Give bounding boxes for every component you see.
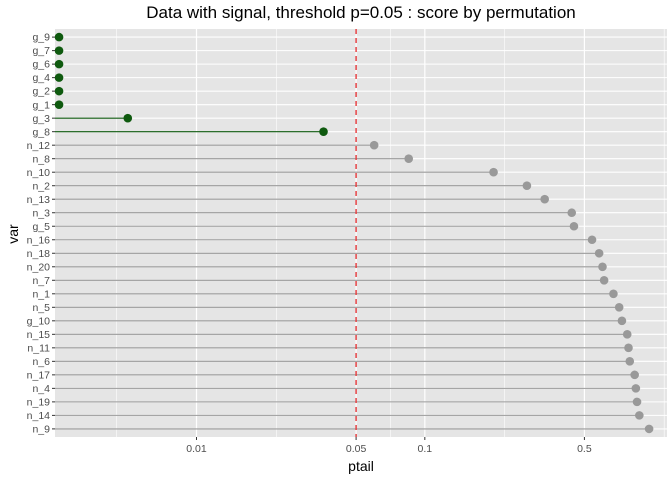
point-g_3 <box>123 113 133 123</box>
y-tick-label-g_5: g_5 <box>32 221 50 233</box>
x-tick-label: 0.01 <box>186 443 207 455</box>
point-n_14 <box>635 411 644 420</box>
point-g_10 <box>617 316 627 326</box>
y-tick-label-n_15: n_15 <box>27 329 51 341</box>
y-tick-label-n_11: n_11 <box>27 342 50 354</box>
plot-panel <box>55 29 667 437</box>
point-n_10 <box>489 167 498 177</box>
x-tick-label: 0.05 <box>346 443 367 455</box>
y-tick-label-g_1: g_1 <box>32 99 50 111</box>
point-n_9 <box>644 424 654 434</box>
y-tick-label-n_6: n_6 <box>32 356 50 368</box>
y-tick-label-g_6: g_6 <box>32 59 50 71</box>
x-tick-label: 0.5 <box>577 443 592 455</box>
y-tick-label-n_9: n_9 <box>32 423 50 435</box>
y-tick-label-n_1: n_1 <box>32 288 50 300</box>
point-g_5 <box>569 221 579 231</box>
point-n_18 <box>594 248 604 258</box>
y-tick-label-n_7: n_7 <box>32 275 50 287</box>
point-n_11 <box>624 343 633 353</box>
y-tick-label-g_2: g_2 <box>32 86 50 98</box>
point-n_15 <box>622 330 632 339</box>
y-tick-label-n_5: n_5 <box>32 302 50 314</box>
point-n_6 <box>625 357 635 366</box>
y-tick-label-g_9: g_9 <box>32 32 50 44</box>
point-n_8 <box>404 154 414 163</box>
point-n_7 <box>599 275 609 285</box>
chart-title: Data with signal, threshold p=0.05 : sco… <box>146 3 576 22</box>
y-tick-label-n_19: n_19 <box>27 396 51 408</box>
y-tick-label-n_14: n_14 <box>27 410 51 422</box>
y-tick-label-g_8: g_8 <box>32 126 50 138</box>
y-tick-label-n_16: n_16 <box>27 234 51 246</box>
point-n_4 <box>631 384 641 393</box>
point-g_8 <box>319 127 328 136</box>
point-n_2 <box>522 181 532 191</box>
point-n_3 <box>567 208 577 218</box>
y-tick-label-g_4: g_4 <box>32 72 50 84</box>
y-axis-label: var <box>5 224 21 244</box>
y-tick-label-n_12: n_12 <box>27 140 51 152</box>
point-n_12 <box>369 140 379 150</box>
y-tick-label-n_17: n_17 <box>27 369 51 381</box>
point-n_5 <box>614 303 624 312</box>
point-g_7 <box>54 46 64 55</box>
y-tick-label-n_13: n_13 <box>27 194 51 206</box>
point-n_20 <box>598 262 607 272</box>
y-tick-label-n_3: n_3 <box>32 207 50 219</box>
point-n_17 <box>630 370 639 380</box>
point-g_1 <box>54 100 64 109</box>
y-tick-label-g_3: g_3 <box>32 113 50 125</box>
point-n_16 <box>587 235 597 245</box>
point-g_6 <box>54 59 64 69</box>
y-tick-label-n_8: n_8 <box>32 153 50 165</box>
point-n_19 <box>632 397 642 407</box>
point-g_2 <box>54 86 64 96</box>
y-tick-label-n_4: n_4 <box>32 383 50 395</box>
x-tick-label: 0.1 <box>418 443 433 455</box>
point-g_9 <box>54 32 64 42</box>
y-tick-label-n_10: n_10 <box>27 167 51 179</box>
y-tick-label-g_10: g_10 <box>27 315 51 327</box>
y-tick-label-n_2: n_2 <box>32 180 50 192</box>
x-axis-label: ptail <box>348 458 374 474</box>
y-tick-label-n_20: n_20 <box>27 261 51 273</box>
y-tick-label-n_18: n_18 <box>27 248 51 260</box>
point-n_13 <box>540 194 550 204</box>
point-n_1 <box>609 289 618 299</box>
point-g_4 <box>54 73 64 82</box>
y-tick-label-g_7: g_7 <box>32 45 50 57</box>
